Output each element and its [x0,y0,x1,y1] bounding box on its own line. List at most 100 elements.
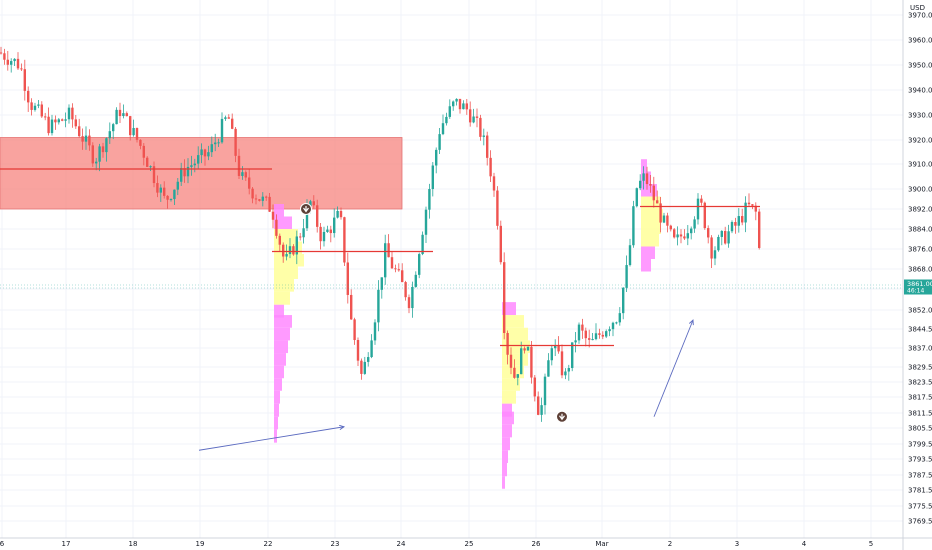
candle-body [683,236,686,239]
candle-body [302,228,305,238]
candle-body [282,244,285,257]
price-tick-label: 3844.50 [908,326,932,334]
candle-body [237,155,241,176]
candle-body [710,237,713,259]
candle-body [149,166,152,168]
candle-body [622,287,625,314]
candle-body [135,128,139,140]
candle-body [537,396,540,415]
candle-body [350,294,353,320]
price-tick-label: 3884.00 [908,226,932,234]
price-axis[interactable]: 3970.00 3960.00 3950.00 3940.00 3930.00 3920.… [908,12,932,526]
profile-row [274,304,284,318]
candle-body [567,368,570,372]
profile-row [502,302,516,316]
candle-body [747,202,751,205]
candle-body [305,206,309,229]
time-tick-label: 5 [869,540,873,548]
candle-body [261,196,264,201]
candle-body [639,180,642,189]
trend-arrow-line [198,426,345,451]
profile-row [274,216,292,229]
signal-markers [300,203,568,423]
price-tick-label: 3852.00 [908,307,932,315]
candle-body [591,339,594,341]
time-tick-label: 6 [0,540,5,548]
candle-body [125,113,128,117]
candle-body [499,225,502,263]
candle-body [717,236,720,251]
candle-body [411,286,414,309]
profile-row [502,476,505,489]
candle-body [404,282,407,298]
price-tick-label: 3769.50 [908,518,932,526]
candle-body [758,211,761,248]
candle-body [724,230,727,244]
candle-body [547,360,550,377]
currency-label: USD [910,4,925,12]
candle-body [431,165,434,190]
candle-body [6,59,9,65]
candle-body [516,374,519,378]
candle-body [47,116,50,134]
profile-row [502,327,528,341]
candle-body [455,98,458,102]
profile-row [274,390,280,404]
candle-body [152,166,156,184]
candle-body [384,243,387,278]
candle-body [418,254,421,275]
candle-body [550,348,553,361]
profile-row [641,234,659,247]
candle-body [367,357,370,362]
candle-body [356,340,360,361]
candle-body [254,198,258,200]
candle-body [0,52,3,54]
candle-body [316,205,319,227]
candle-body [707,228,710,238]
candle-body [44,116,47,118]
candle-body [686,233,689,239]
candle-body [503,262,506,333]
candle-body [577,324,581,341]
candle-body [533,377,536,397]
profile-row [502,403,512,417]
time-axis[interactable]: 6 17 18 19 22 23 24 25 26 Mar 2 3 4 5 [0,540,873,548]
profile-row [502,424,512,438]
profile-row [274,416,278,430]
price-tick-label: 3811.50 [908,410,932,418]
candle-body [397,269,400,271]
candle-body [465,103,468,110]
candle-body [363,361,366,374]
candle-body [326,229,329,232]
candle-body [132,128,135,136]
candle-body [210,144,213,153]
candle-body [129,116,132,136]
time-tick-label: Mar [595,540,608,548]
candle-body [105,138,108,153]
trend-arrow-line [653,319,694,417]
candle-body [727,231,730,244]
candle-body [387,243,390,258]
candle-body [40,104,43,117]
profile-row [274,340,288,354]
price-tick-label: 3817.50 [908,394,932,402]
time-tick-label: 25 [465,540,474,548]
candle-body [108,131,111,139]
candle-body [513,367,516,378]
candle-body [193,163,196,166]
candle-body [618,313,621,323]
candle-body [207,152,210,157]
candle-body [299,236,302,238]
candle-body [744,202,747,223]
candle-body [268,196,271,212]
candle-body [530,346,533,378]
profile-row [502,450,508,463]
price-tick-label: 3950.00 [908,62,932,70]
level-lines [0,168,760,347]
candle-body [472,116,475,123]
candle-body [139,139,142,146]
candle-body [227,117,230,119]
candle-body [322,231,326,242]
candle-body [101,146,105,153]
